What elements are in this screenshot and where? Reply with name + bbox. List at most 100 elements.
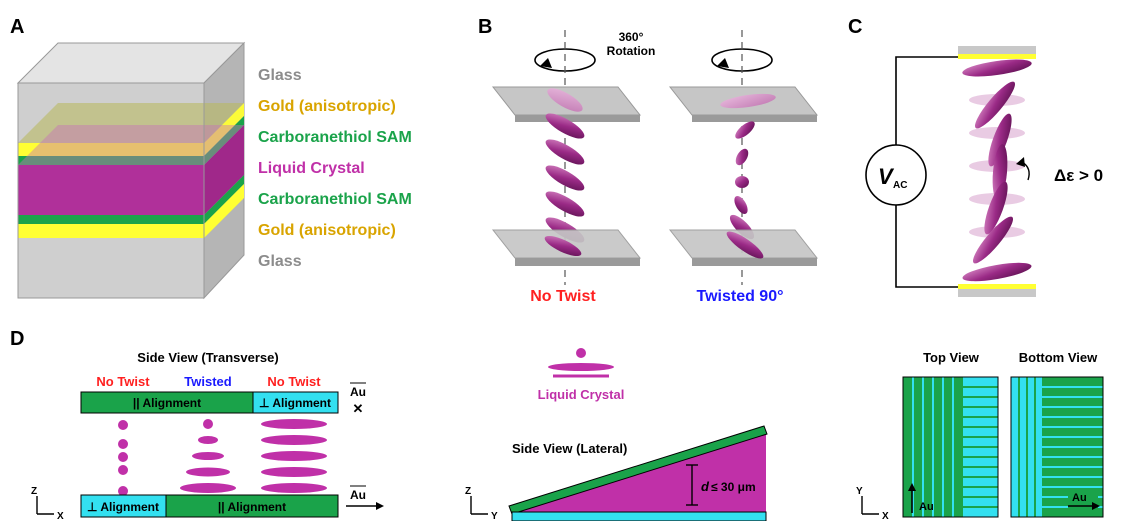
sam-top-front: [18, 156, 204, 165]
top-perp-label: ⊥ Alignment: [259, 396, 331, 410]
legend-ellipse: [548, 363, 614, 371]
top-view: Au: [902, 376, 999, 518]
thickness-value: ≤ 30 μm: [711, 480, 756, 494]
plate-top-left-edge: [515, 115, 640, 122]
molecule: [118, 452, 128, 462]
electrode-glass-bottom: [958, 289, 1036, 297]
voltage-subscript: AC: [893, 180, 907, 191]
lateral-title: Side View (Lateral): [512, 441, 627, 456]
top-view-vertical-lines: [912, 377, 954, 517]
top-view-border: [902, 376, 999, 518]
twisted-assembly: [668, 30, 819, 285]
molecule: [726, 231, 764, 259]
circuit-wire-top: [895, 56, 958, 145]
top-perp-alignment-bar: [252, 391, 339, 414]
molecule: [545, 165, 585, 191]
sam-bottom-front: [18, 215, 204, 224]
lc-twisted-column: [180, 419, 236, 493]
top-view-horizontal-lines: [963, 386, 998, 508]
molecule: [192, 452, 224, 460]
rotation-arrow-head-right: [717, 58, 729, 68]
cross-icon: ✕: [353, 401, 364, 416]
axis-y-label: Y: [491, 511, 498, 521]
panel-c: C V AC Δε > 0: [848, 16, 1103, 297]
au-label-top: Au: [350, 385, 366, 399]
bottom-view-au-label: Au: [1072, 492, 1087, 504]
molecule: [962, 59, 1032, 77]
layer-labels: Glass Gold (anisotropic) Carboranethiol …: [258, 67, 412, 270]
panel-b-letter: B: [478, 16, 492, 38]
wedge-bottom-plate: [511, 511, 767, 521]
axes-zy: Z Y: [465, 486, 498, 521]
bottom-view: Au: [1010, 376, 1104, 518]
bottom-parallel-alignment-bar: [165, 494, 339, 518]
molecule: [198, 436, 218, 444]
plate-top-right-edge: [692, 115, 817, 122]
axis-x-label: X: [882, 511, 889, 521]
sam-top-side: [204, 116, 244, 165]
bottom-view-title: Bottom View: [1019, 350, 1098, 365]
layer-stack: [16, 41, 246, 300]
plate-bottom-left-edge: [515, 258, 640, 266]
legend-label: Liquid Crystal: [538, 387, 625, 402]
molecule: [186, 467, 230, 477]
lc-dots-no-twist: [118, 420, 128, 496]
axis-z-label: Z: [465, 486, 471, 497]
glass-bottom-front: [18, 238, 204, 298]
bottom-view-au-arrow-head: [1092, 502, 1100, 510]
label-sam-top: Carboranethiol SAM: [258, 129, 412, 146]
molecule: [261, 435, 327, 445]
molecule: [988, 113, 1012, 167]
panel-c-letter: C: [848, 16, 862, 38]
axis-y-label: Y: [856, 486, 863, 497]
transverse-title: Side View (Transverse): [137, 350, 278, 365]
molecule: [545, 191, 585, 217]
top-parallel-label: || Alignment: [133, 396, 201, 410]
rotation-word: Rotation: [607, 44, 656, 58]
molecule: [180, 483, 236, 493]
gold-top-front: [18, 143, 204, 156]
top-view-title: Top View: [923, 350, 980, 365]
panel-b: B 360° Rotation: [478, 16, 819, 305]
col-no-twist-right: No Twist: [267, 374, 321, 389]
dielectric-label: Δε > 0: [1054, 166, 1103, 185]
lc-legend: Liquid Crystal: [538, 348, 625, 402]
molecule: [734, 195, 748, 215]
molecule: [735, 121, 755, 139]
label-sam-bottom: Carboranethiol SAM: [258, 191, 412, 208]
molecule: [972, 216, 1014, 264]
label-gold-top: Gold (anisotropic): [258, 98, 396, 115]
panel-d: D Side View (Transverse) No Twist Twiste…: [10, 328, 1104, 521]
lateral-side-view: Side View (Lateral) d ≤ 30 μm Z Y: [465, 425, 768, 521]
molecule: [544, 235, 582, 257]
molecule: [984, 181, 1008, 235]
tilt-arrow-head: [1016, 157, 1025, 167]
gold-bottom-front: [18, 224, 204, 238]
molecule: [118, 439, 128, 449]
col-no-twist-left: No Twist: [96, 374, 150, 389]
molecule: [720, 93, 776, 109]
circuit-wire-bottom: [895, 205, 958, 288]
molecule: [261, 483, 327, 493]
panel-a-letter: A: [10, 16, 24, 38]
caption-twisted: Twisted 90°: [696, 288, 783, 305]
lc-side: [204, 125, 244, 215]
molecule: [261, 451, 327, 461]
axes-yx: Y X: [856, 486, 889, 521]
molecule: [974, 81, 1016, 129]
rotation-arrow-head-left: [540, 58, 552, 68]
thickness-symbol: d: [701, 479, 710, 494]
molecule: [261, 467, 327, 477]
molecule: [261, 419, 327, 429]
lc-molecules-no-twist: [545, 88, 585, 243]
au-label-bottom: Au: [350, 488, 366, 502]
electrode-glass-top: [958, 46, 1036, 54]
molecule: [735, 176, 749, 188]
caption-no-twist: No Twist: [530, 288, 596, 305]
lc-flat-column: [261, 419, 327, 493]
molecule: [118, 486, 128, 496]
col-twisted: Twisted: [184, 374, 231, 389]
panel-a: A Glass Gold (anisotropi: [10, 16, 412, 300]
gold-bottom-side: [204, 184, 244, 238]
transverse-side-view: Side View (Transverse) No Twist Twisted …: [31, 350, 384, 521]
